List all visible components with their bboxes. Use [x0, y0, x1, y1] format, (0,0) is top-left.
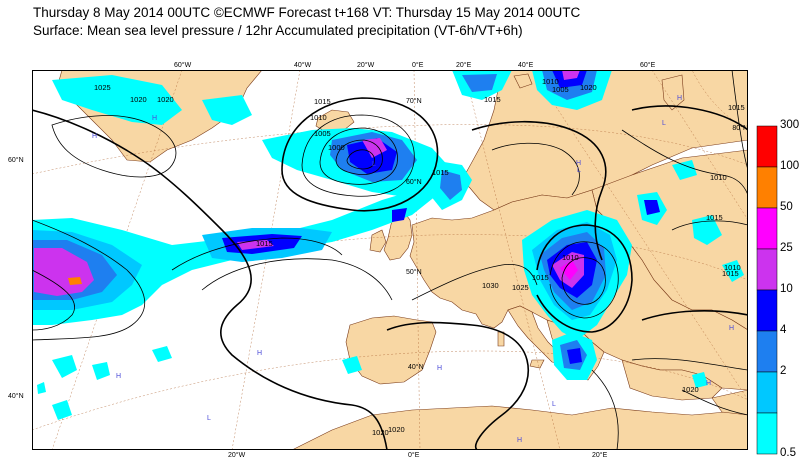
lon-label: 0°E: [412, 61, 424, 69]
lon-label: 20°W: [228, 451, 246, 459]
lon-label: 0°E: [408, 451, 420, 459]
precipitation-field: [32, 70, 744, 420]
lon-label: 20°E: [592, 451, 608, 459]
turkey: [621, 359, 723, 401]
colorbar-level-label: 10: [780, 283, 793, 295]
inner-lat-labels: 70°N 60°N 50°N 40°N 80°N: [406, 97, 748, 371]
lat-label: 50°N: [406, 268, 422, 276]
low-marker: L: [372, 161, 376, 168]
high-marker: H: [517, 437, 522, 444]
colorbar-swatch: [756, 412, 778, 455]
isobar-label: 1000: [328, 143, 345, 152]
lon-label: 40°E: [518, 61, 534, 69]
colorbar-swatch: [756, 289, 778, 332]
middle-east: [711, 389, 748, 416]
isobar-label: 1015: [484, 95, 501, 104]
sicily: [529, 359, 545, 369]
precip-greenland-east: [52, 75, 182, 125]
colorbar-swatch: [756, 166, 778, 209]
colorbar-level-label: 100: [780, 160, 800, 172]
iceland: [315, 109, 355, 133]
forecast-map: 1025 1020 1020 1015 1010 1005 1000 1015 …: [32, 70, 748, 450]
isobar-label: 1015: [532, 273, 549, 282]
low-marker: L: [662, 120, 666, 127]
isobar-label: 1025: [512, 283, 529, 292]
high-marker: H: [677, 95, 682, 102]
isobar-label: 1020: [580, 83, 597, 92]
lon-label: 20°E: [456, 61, 472, 69]
high-marker: H: [116, 373, 121, 380]
isobar-label: 1025: [94, 83, 111, 92]
isobar-label: 1020: [157, 95, 174, 104]
map-frame: [32, 70, 748, 450]
land-masses: [56, 70, 748, 450]
colorbar-swatch: [756, 330, 778, 373]
lat-label: 40°N: [408, 363, 424, 371]
lat-label: 70°N: [406, 97, 422, 105]
colorbar-swatch: [756, 248, 778, 291]
isobar-label: 1015: [722, 269, 739, 278]
colorbar-level-label: 2: [780, 365, 787, 377]
isobars: [32, 70, 748, 450]
colorbar-level-label: 4: [780, 324, 787, 336]
lat-label: 60°N: [8, 156, 24, 164]
isobar-label: 1015: [728, 103, 745, 112]
colorbar-swatch: [756, 371, 778, 414]
isobar-label: 1020: [372, 428, 389, 437]
isobar-label: 1010: [562, 253, 579, 262]
lon-label: 60°E: [640, 61, 656, 69]
colorbar-level-label: 50: [780, 201, 793, 213]
high-marker: H: [706, 380, 711, 387]
lon-label: 60°W: [174, 61, 192, 69]
low-marker: L: [552, 401, 556, 408]
lat-label: 80°N: [732, 124, 748, 132]
colorbar-swatch: [756, 207, 778, 250]
low-marker: L: [207, 415, 211, 422]
colorbar-level-label: 25: [780, 242, 793, 254]
isobar-label: 1020: [682, 385, 699, 394]
lat-label: 40°N: [8, 392, 24, 400]
high-marker: H: [437, 365, 442, 372]
high-marker: H: [729, 325, 734, 332]
forecast-title-line1: Thursday 8 May 2014 00UTC ©ECMWF Forecas…: [33, 5, 581, 20]
lon-label: 20°W: [357, 61, 375, 69]
pressure-centers: H H H H H H L L L H H H L L H: [92, 95, 734, 444]
isobar-label: 1015: [256, 239, 273, 248]
novaya-zemlya: [661, 74, 685, 111]
isobar-label: 1020: [130, 95, 147, 104]
low-marker: L: [577, 167, 581, 174]
isobar-label: 1005: [314, 129, 331, 138]
high-marker: H: [152, 115, 157, 122]
ireland: [369, 229, 387, 253]
colorbar-level-label: 300: [780, 119, 800, 131]
high-marker: H: [257, 350, 262, 357]
isobar-label: 1010: [710, 173, 727, 182]
isobar-labels: 1025 1020 1020 1015 1010 1005 1000 1015 …: [94, 77, 745, 437]
forecast-title-line2: Surface: Mean sea level pressure / 12hr …: [33, 23, 523, 38]
isobar-label: 1015: [706, 213, 723, 222]
isobar-label: 1015: [432, 168, 449, 177]
isobar-label: 1010: [724, 263, 741, 272]
isobar-label: 1010: [542, 77, 559, 86]
isobar-label: 1020: [388, 425, 405, 434]
isobar-label: 1005: [552, 85, 569, 94]
high-marker: H: [576, 160, 581, 167]
isobar-label: 1030: [482, 281, 499, 290]
colorbar-level-label: 0.5: [780, 447, 796, 459]
isobar-label: 1015: [314, 97, 331, 106]
svalbard: [513, 73, 533, 89]
lat-label: 60°N: [406, 178, 422, 186]
lon-label: 40°W: [294, 61, 312, 69]
colorbar-swatch: [756, 125, 778, 168]
high-marker: H: [92, 133, 97, 140]
isobar-label: 1010: [310, 113, 327, 122]
